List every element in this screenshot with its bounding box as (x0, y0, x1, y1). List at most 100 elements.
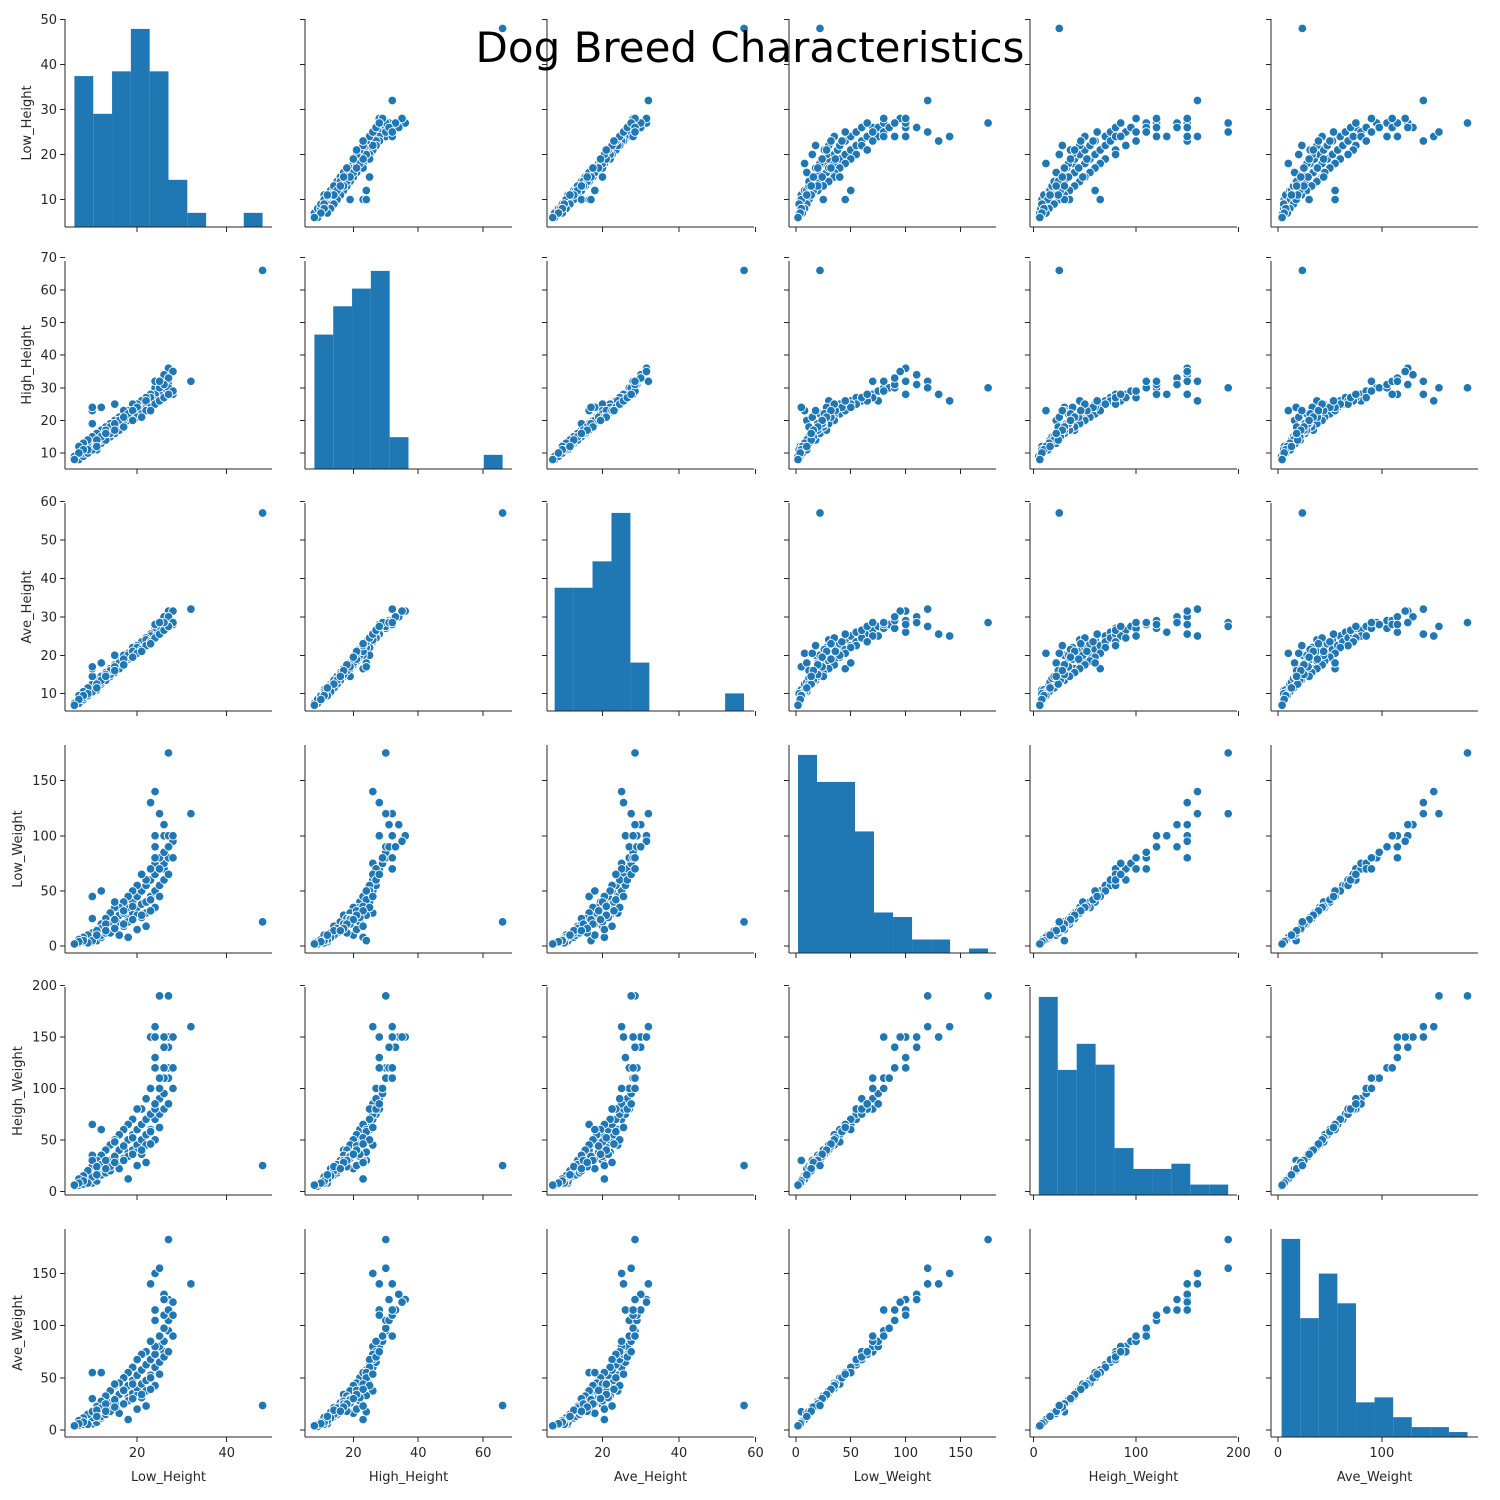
scatter-point (132, 1160, 142, 1171)
panel-ave_height-vs-heigh_weight (1025, 500, 1239, 716)
scatter-point (889, 1305, 900, 1315)
scatter-point (601, 1133, 612, 1143)
scatter-point (607, 1401, 617, 1411)
scatter-point (1297, 640, 1307, 651)
x-tick-label: 0 (792, 1446, 800, 1461)
scatter-point (1172, 819, 1182, 830)
y-tick-label: 40 (40, 349, 57, 364)
panel-high_height-vs-ave_height (542, 256, 757, 474)
scatter-point (1035, 939, 1045, 949)
scatter-point (944, 1268, 955, 1279)
histogram-bar (1095, 1064, 1115, 1195)
scatter-point (1115, 118, 1126, 128)
scatter-point (1182, 376, 1192, 387)
scatter-point (257, 1160, 268, 1171)
scatter-point (387, 1021, 398, 1032)
scatter-point (840, 396, 851, 406)
y-tick-label: 30 (40, 103, 57, 118)
scatter-point (1382, 842, 1392, 852)
panel-low_height-vs-heigh_weight (1025, 18, 1239, 232)
scatter-point (109, 1157, 120, 1168)
scatter-point (867, 376, 878, 387)
scatter-point (1192, 95, 1203, 106)
scatter-point (618, 1369, 629, 1379)
scatter-point (109, 399, 120, 409)
scatter-point (387, 853, 398, 863)
scatter-point (1035, 1421, 1045, 1431)
scatter-point (497, 1160, 508, 1171)
scatter-point (1045, 683, 1055, 693)
y-tick-label: 150 (32, 774, 57, 789)
scatter-point (1182, 606, 1192, 616)
panel-high_height-vs-high_height (300, 256, 512, 474)
scatter-point (1387, 1063, 1397, 1073)
scatter-point (145, 1139, 156, 1149)
scatter-point (1054, 508, 1065, 518)
scatter-point (150, 1349, 160, 1360)
histogram-bar (1430, 1427, 1449, 1437)
panel-low_height-vs-high_height (300, 18, 512, 232)
scatter-point (889, 1315, 900, 1326)
scatter-point (1366, 386, 1377, 396)
scatter-point (826, 654, 836, 664)
scatter-point (1289, 658, 1300, 668)
scatter-point (309, 212, 320, 223)
scatter-point (168, 831, 178, 841)
scatter-point (1382, 131, 1392, 142)
scatter-point (335, 671, 346, 682)
scatter-point (1400, 1032, 1410, 1042)
scatter-point (150, 786, 160, 797)
scatter-point (1400, 836, 1410, 847)
x-axis-label: Ave_Weight (1337, 1470, 1413, 1485)
scatter-point (802, 190, 812, 200)
scatter-point (1428, 631, 1439, 641)
x-tick-label: 100 (893, 1446, 918, 1461)
scatter-point (257, 917, 268, 927)
scatter-point (358, 638, 368, 649)
scatter-point (643, 1021, 654, 1032)
scatter-point (1057, 140, 1068, 151)
histogram-bar (1190, 1184, 1210, 1195)
scatter-point (867, 617, 878, 628)
scatter-point (1328, 629, 1339, 639)
scatter-point (1131, 853, 1141, 863)
scatter-point (69, 1180, 80, 1190)
scatter-point (358, 136, 368, 146)
scatter-point (1182, 131, 1192, 142)
scatter-point (900, 1310, 911, 1320)
scatter-point (900, 389, 911, 400)
scatter-point (384, 1042, 394, 1053)
scatter-point (96, 658, 107, 668)
scatter-point (163, 842, 174, 852)
scatter-point (878, 131, 889, 142)
scatter-point (92, 683, 102, 693)
scatter-point (1092, 396, 1102, 406)
scatter-point (1277, 454, 1287, 465)
y-tick-label: 150 (32, 1267, 57, 1282)
scatter-point (884, 1323, 894, 1333)
panel-heigh_weight-vs-ave_weight (1266, 985, 1478, 1200)
scatter-point (145, 405, 156, 416)
scatter-point (1343, 640, 1353, 651)
scatter-point (846, 642, 856, 653)
scatter-point (817, 415, 827, 426)
scatter-point (397, 606, 407, 616)
scatter-point (145, 895, 156, 905)
x-axis-label: Heigh_Weight (1089, 1470, 1179, 1485)
scatter-point (368, 1122, 378, 1133)
scatter-point (1434, 621, 1444, 632)
scatter-point (361, 935, 372, 946)
scatter-point (87, 402, 98, 413)
scatter-point (257, 1400, 268, 1411)
scatter-point (1182, 853, 1192, 863)
scatter-point (1151, 619, 1162, 630)
panel-ave_weight-vs-heigh_weight: 0 100 200 (1025, 1229, 1251, 1461)
y-tick-label: 50 (40, 1371, 57, 1386)
scatter-point (92, 441, 102, 452)
scatter-point (1374, 619, 1384, 630)
scatter-point (381, 1263, 391, 1273)
scatter-point (109, 897, 120, 907)
scatter-point (802, 683, 812, 693)
scatter-point (611, 1126, 621, 1137)
scatter-point (1374, 1073, 1384, 1083)
